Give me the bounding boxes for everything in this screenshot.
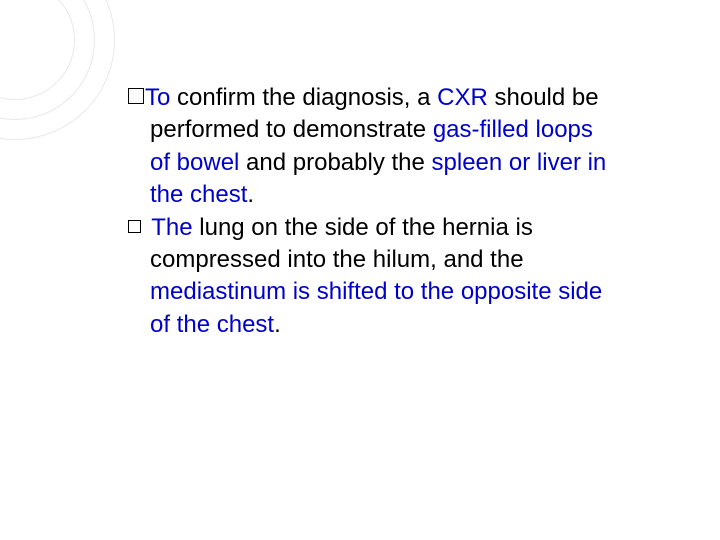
slide-content: To confirm the diagnosis, a CXR should b… [128,82,608,341]
text-run: . [274,311,281,338]
text-run: and probably the [239,149,431,176]
text-run: To [145,84,170,111]
checkbox-icon [128,220,141,233]
text-run: confirm the diagnosis, a [170,84,437,111]
text-run: . [247,181,254,208]
checkbox-icon [128,88,144,104]
text-run: CXR [437,84,488,111]
text-run: mediastinum is shifted to the opposite s… [150,278,602,337]
text-run: lung on the side of the hernia is compre… [150,214,533,273]
paragraph-1: To confirm the diagnosis, a CXR should b… [128,82,608,212]
bg-circle-3 [0,0,115,140]
paragraph-2: The lung on the side of the hernia is co… [128,212,608,342]
text-run: The [145,214,193,241]
